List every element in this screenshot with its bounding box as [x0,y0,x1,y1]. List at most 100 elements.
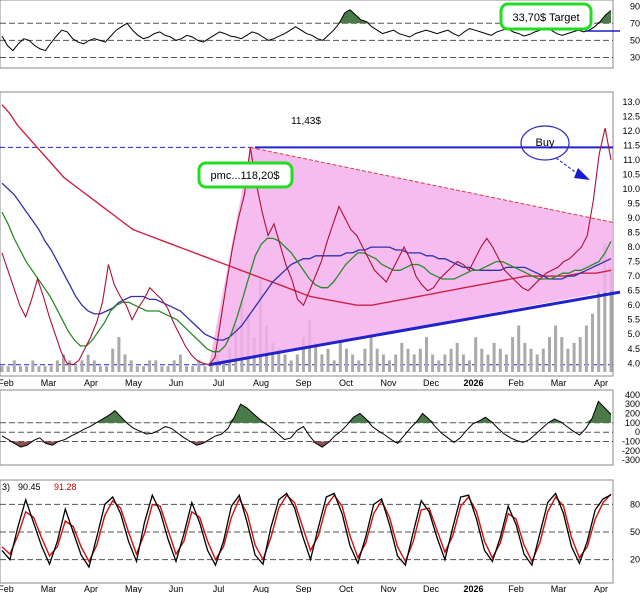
volume-bar [129,360,133,372]
stoch-month-label: Mar [551,584,567,593]
volume-bar [418,348,422,372]
volume-bar [111,348,115,372]
stoch-month-label: Apr [84,584,98,593]
volume-bar [123,354,127,372]
volume-bar [461,354,465,372]
volume-bar [603,244,607,372]
price-ytick-label: 5.0 [627,329,640,339]
volume-bar [474,337,478,372]
stochastic-ytick-label: 20 [630,555,640,565]
month-label: Mar [41,378,57,388]
volume-bar [345,348,348,372]
volume-bar [566,348,570,372]
stoch-month-label: Dec [423,584,440,593]
month-label: Mar [551,378,567,388]
price-ytick-label: 6.0 [627,300,640,310]
price-ytick-label: 7.5 [627,257,640,267]
stoch-k-line [1,492,612,569]
month-label: Apr [84,378,98,388]
volume-bar [504,354,508,372]
ma-red-line [1,104,612,306]
volume-bar [486,354,490,372]
price-line [1,127,612,366]
volume-bar [492,342,496,372]
volume-bar [400,342,404,372]
volume-bar [185,366,188,372]
cci-ytick-label: 300 [625,399,640,409]
price-ytick-label: 12.5 [622,111,640,121]
volume-bar [578,337,582,372]
volume-bar [541,348,545,372]
volume-bar [222,360,225,372]
volume-bar [0,366,4,372]
month-label: Jul [213,378,225,388]
month-label: Oct [339,378,354,388]
volume-bar [388,360,391,372]
price-ytick-label: 4.5 [627,344,640,354]
volume-bar [498,348,502,372]
volume-bar [326,348,330,372]
pmc-box [197,161,294,189]
price-ytick-label: 10.5 [622,169,640,179]
volume-bar [203,366,207,372]
buy-arrowhead [574,168,590,180]
volume-bar [548,337,551,372]
volume-bar [554,325,558,372]
stochastic-ytick-label: 50 [630,527,640,537]
volume-bar [357,360,361,372]
cci-ytick-label: 400 [625,390,640,400]
triangle-upper-line [250,146,614,223]
volume-bar [480,348,484,372]
ma-blue-line [1,182,612,341]
volume-bar [529,348,533,372]
volume-bar [381,354,385,372]
cci-ytick-label: 200 [625,409,640,419]
month-label: Apr [594,378,608,388]
cci-ytick-label: 100 [625,418,640,428]
ma-green-line [1,211,612,353]
month-label: Feb [508,378,524,388]
volume-bar [105,366,109,372]
stoch-month-label: Feb [0,584,14,593]
stoch-header-k: 90.45 [18,482,41,492]
month-label: Aug [253,378,269,388]
triangle-support-line [208,290,621,367]
price-ytick-label: 9.5 [627,199,640,209]
volume-bar [375,348,379,372]
month-label: Nov [380,378,397,388]
month-label: Jun [169,378,184,388]
volume-bar [135,366,139,372]
stoch-d-line [1,493,612,564]
volume-bar [363,348,367,372]
stoch-month-label: Mar [41,584,57,593]
volume-bar [160,366,164,372]
stoch-month-label: Feb [508,584,524,593]
volume-bar [517,325,521,372]
month-label: May [125,378,143,388]
stoch-month-label: May [125,584,143,593]
volume-bar [49,366,53,372]
volume-bar [80,360,84,372]
buy-arrow [555,157,579,175]
volume-bar [609,267,613,372]
volume-bar [86,354,90,372]
cci-line [1,400,612,448]
stoch-month-label: Oct [339,584,354,593]
volume-bar [572,342,576,372]
month-label: 2026 [463,378,483,388]
volume-bar [6,366,10,372]
volume-bar [295,354,299,372]
volume-bar [511,337,515,372]
volume-bar [178,354,182,372]
volume-bar [332,360,336,372]
volume-bar [148,360,152,372]
cci-ytick-label: -200 [622,446,640,456]
price-ytick-label: 13.0 [622,97,640,107]
price-ytick-label: 8.5 [627,228,640,238]
buy-circle [520,125,570,161]
volume-bar [314,342,318,372]
volume-bar [62,354,65,372]
month-label: Dec [423,378,440,388]
volume-bar [406,348,410,372]
volume-bar [369,337,373,372]
